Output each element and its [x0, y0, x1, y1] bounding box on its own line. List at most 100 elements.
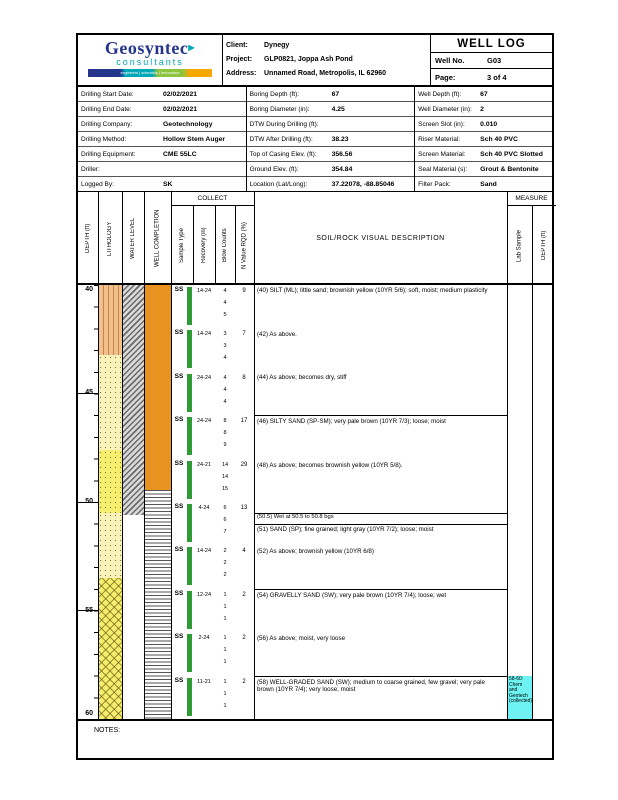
info-value: SK — [163, 181, 173, 188]
lithology-segment-silt — [98, 285, 122, 355]
blow-count: 3 — [223, 343, 227, 349]
info-row: Screen Slot (in): 0.010 — [415, 117, 552, 132]
blow-count: 14 — [221, 462, 229, 468]
sample-interval-bar — [187, 591, 192, 629]
lithology-segment-silty-sand — [98, 355, 122, 450]
info-row: Riser Material: Sch 40 PVC — [415, 132, 552, 147]
well-screen-section — [144, 490, 171, 719]
depth-label: 55 — [85, 607, 93, 614]
info-value: 02/02/2021 — [163, 90, 198, 98]
depth-gridline — [78, 610, 98, 611]
stratum-boundary-line — [254, 513, 507, 514]
info-value: 37.22078, -88.85046 — [331, 181, 395, 188]
page-number-row: Page: 3 of 4 — [431, 69, 552, 85]
soil-description: (46) SILTY SAND (SP-SM); very pale brown… — [257, 418, 446, 425]
water-level-hatch — [122, 285, 144, 515]
sample-interval-bar — [187, 547, 192, 585]
depth-label: 60 — [85, 710, 93, 717]
sample-interval-bar — [187, 287, 192, 325]
info-row: Location (Lat/Long): 37.22078, -88.85046 — [247, 177, 415, 192]
logo-wordmark: Geosyntec▶ — [78, 39, 222, 57]
n-value: 4 — [242, 548, 246, 554]
recovery-column-header: Recovery (in) — [201, 227, 207, 264]
lithology-segment-sand — [98, 450, 122, 513]
info-label: Filter Pack: — [418, 181, 451, 188]
blow-count: 8 — [223, 418, 227, 424]
column-divider — [532, 285, 533, 719]
recovery-value: 2-24 — [198, 635, 210, 641]
recovery-value: 14-24 — [196, 548, 212, 554]
soil-description: (54) GRAVELLY SAND (SW); very pale brown… — [257, 592, 447, 599]
blow-count: 4 — [223, 387, 227, 393]
info-value: Sand — [480, 181, 497, 188]
n-value: 9 — [242, 288, 246, 294]
column-divider — [254, 192, 255, 285]
soil-description-wet-note: (50.5) Wet at 50.5 to 50.8 bgs — [257, 514, 334, 520]
soil-description: (48) As above; becomes brownish yellow (… — [257, 462, 403, 469]
info-label: Boring Depth (ft): — [249, 90, 300, 98]
info-row: Top of Casing Elev. (ft): 356.56 — [246, 147, 415, 162]
depth-column-header: DEPTH (ft) — [85, 223, 91, 254]
blow-count: 1 — [223, 616, 227, 622]
info-value: 67 — [480, 90, 488, 98]
column-divider — [122, 192, 123, 285]
info-label: Driller: — [81, 165, 100, 173]
client-value: Dynegy — [264, 42, 290, 49]
sample-type: SS — [174, 286, 184, 293]
blow-count: 5 — [223, 312, 227, 318]
info-row: DTW After Drilling (ft): 38.23 — [246, 132, 415, 147]
info-label: Drilling End Date: — [81, 105, 132, 113]
logo-subtitle: consultants — [116, 57, 184, 67]
column-divider — [193, 206, 194, 285]
info-value: Sch 40 PVC — [480, 135, 518, 143]
info-value: Hollow Stem Auger — [163, 135, 226, 143]
depth-gridline — [78, 502, 98, 503]
sample-interval-bar — [187, 461, 192, 499]
lithology-segment-sand-pale — [98, 513, 122, 578]
column-divider — [144, 192, 145, 285]
recovery-value: 24-21 — [196, 462, 212, 468]
blow-count: 14 — [221, 474, 229, 480]
sample-type: SS — [174, 503, 184, 510]
company-logo: Geosyntec▶ consultants engineers | scien… — [78, 35, 223, 85]
recovery-value: 14-24 — [196, 331, 212, 337]
notes-label: NOTES: — [94, 727, 121, 734]
sample-type: SS — [174, 677, 184, 684]
soil-description: (44) As above; becomes dry, stiff — [257, 374, 347, 381]
info-row: Screen Material: Sch 40 PVC Slotted — [415, 147, 552, 162]
info-row: DTW During Drilling (ft): — [246, 117, 415, 132]
info-row: Drilling Start Date: 02/02/2021 — [78, 87, 246, 102]
blow-count: 8 — [223, 430, 227, 436]
measure-group-header: MEASURE — [507, 192, 556, 206]
blow-count: 9 — [223, 442, 227, 448]
blow-count: 4 — [223, 355, 227, 361]
project-label: Project: — [226, 56, 253, 63]
log-column-headers: COLLECT MEASURE DEPTH (ft) LITHOLOGY WAT… — [78, 192, 556, 285]
blow-count: 3 — [223, 331, 227, 337]
info-row: Drilling Equipment: CME 55LC — [78, 147, 246, 162]
info-label: Well Depth (ft): — [418, 90, 462, 98]
soil-description: (51) SAND (SP); fine grained; light gray… — [257, 526, 434, 533]
page-title: WELL LOG — [431, 35, 552, 53]
stratum-boundary-line — [254, 415, 507, 416]
sample-type: SS — [174, 373, 184, 380]
blow-count: 4 — [223, 300, 227, 306]
title-block: WELL LOG Well No. G03 Page: 3 of 4 — [431, 35, 552, 85]
drilling-info-column: Drilling Start Date: 02/02/2021 Drilling … — [78, 87, 247, 191]
column-divider — [171, 192, 172, 285]
address-label: Address: — [226, 70, 257, 77]
lab-sample-column-header: Lab Sample — [516, 229, 523, 262]
info-label: Screen Material: — [418, 150, 466, 158]
depth-gridline — [78, 393, 98, 394]
blow-count: 2 — [223, 548, 227, 554]
well-number-row: Well No. G03 — [431, 53, 552, 69]
info-row: Boring Diameter (in): 4.25 — [246, 102, 415, 117]
info-value: Grout & Bentonite — [480, 165, 539, 173]
info-label: Location (Lat/Long): — [249, 181, 308, 188]
lithology-segment-gravelly-sand — [98, 578, 122, 719]
sample-type: SS — [174, 546, 184, 553]
blow-count: 7 — [223, 529, 227, 535]
soil-description: (58) WELL-GRADED SAND (SW); medium to co… — [257, 679, 485, 693]
info-row: Filter Pack: Sand — [415, 177, 552, 192]
well-info-column: Well Depth (ft): 67 Well Diameter (in): 2 … — [415, 87, 552, 191]
